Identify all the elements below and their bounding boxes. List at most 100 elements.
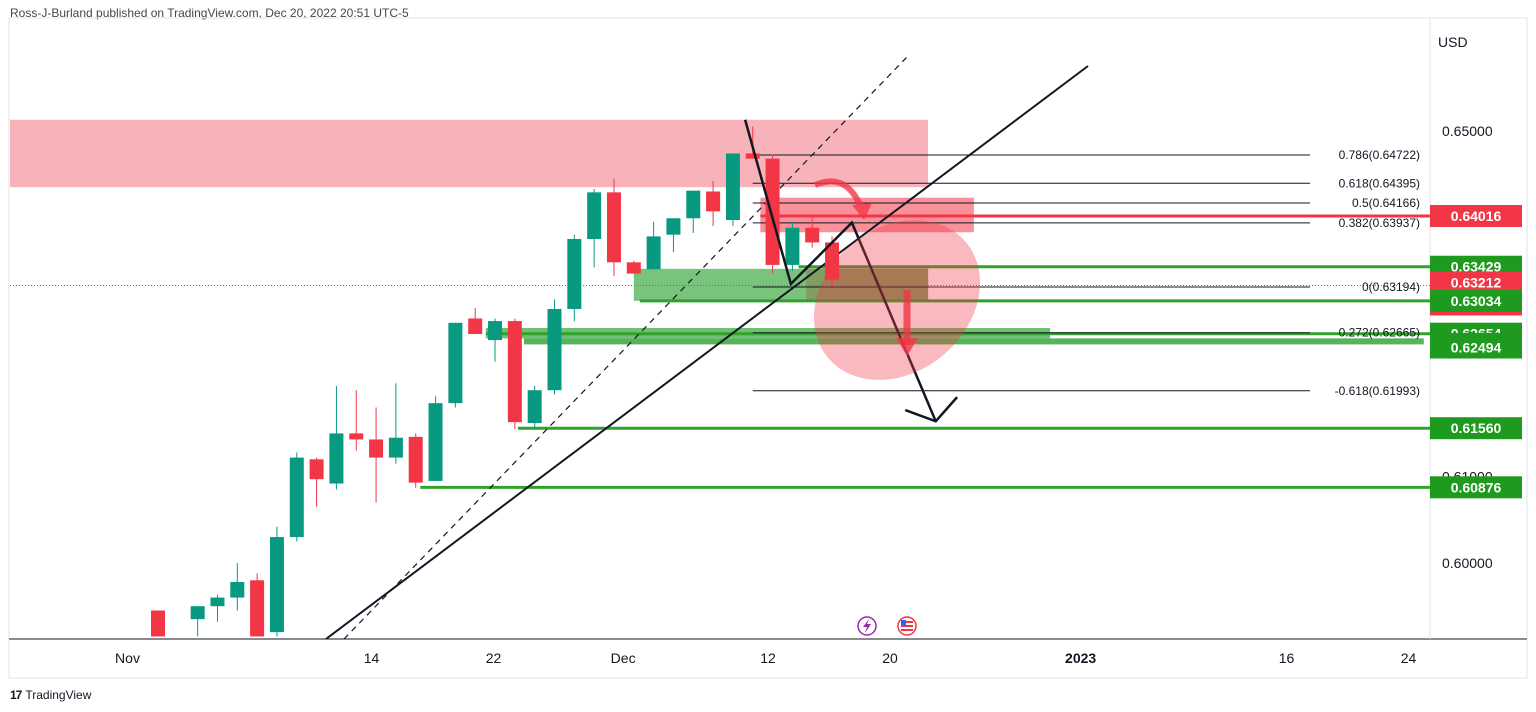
- lightning-icon[interactable]: [857, 616, 877, 636]
- fib-label: 0.272(0.62665): [1339, 326, 1420, 340]
- candle-body: [190, 606, 205, 620]
- candle-body: [825, 242, 840, 280]
- candle-body: [369, 439, 384, 458]
- candle-body: [428, 403, 443, 481]
- candle-body: [527, 390, 542, 424]
- candle: [230, 563, 245, 611]
- time-axis-tick: 20: [882, 650, 898, 666]
- channel-line: [343, 56, 908, 640]
- time-axis-tick: Nov: [115, 650, 140, 666]
- candle: [369, 407, 384, 503]
- candle-body: [210, 597, 225, 607]
- price-tag-value: 0.63429: [1451, 259, 1502, 275]
- candle: [309, 457, 324, 507]
- candle: [507, 318, 522, 430]
- candle-body: [468, 318, 483, 335]
- price-tag: 0.63034: [1430, 289, 1522, 312]
- candle-body: [745, 153, 760, 159]
- candle: [587, 188, 602, 268]
- candle-body: [230, 582, 245, 598]
- time-axis-tick: 12: [760, 650, 776, 666]
- currency-label: USD: [1438, 34, 1468, 50]
- tradingview-logo-icon: 17: [10, 688, 22, 702]
- time-axis-tick: 2023: [1065, 650, 1096, 666]
- candle-body: [547, 308, 562, 391]
- candle: [626, 260, 641, 274]
- fib-label: 0(0.63194): [1362, 280, 1420, 294]
- price-tag-value: 0.62494: [1451, 340, 1502, 356]
- candle: [547, 299, 562, 395]
- candle-body: [725, 153, 740, 220]
- candle-body: [706, 191, 721, 212]
- annotation-layer: [743, 119, 981, 423]
- candle: [468, 308, 483, 335]
- down-arrow-head: [896, 338, 918, 356]
- candle-body: [250, 580, 265, 637]
- candle: [329, 385, 344, 490]
- target-ellipse: [813, 220, 981, 380]
- candle: [210, 594, 225, 622]
- support-band-lower: [524, 338, 1424, 345]
- price-tag: 0.61560: [1430, 417, 1522, 440]
- candle-body: [567, 239, 582, 309]
- candle-body: [626, 262, 641, 274]
- publisher-header: Ross-J-Burland published on TradingView.…: [10, 6, 409, 20]
- candle: [488, 318, 503, 362]
- footer: 17 TradingView: [10, 688, 91, 702]
- fib-label: 0.786(0.64722): [1339, 148, 1420, 162]
- time-axis-tick: 16: [1279, 650, 1295, 666]
- candle: [725, 153, 740, 227]
- candle: [527, 385, 542, 430]
- candle: [250, 573, 265, 637]
- fib-retracement-layer: 0.786(0.64722) 0.618(0.64395) 0.5(0.64166)…: [752, 148, 1420, 398]
- candle: [686, 190, 701, 233]
- time-axis-tick: Dec: [611, 650, 636, 666]
- candle-body: [606, 192, 621, 263]
- price-tag-value: 0.60876: [1451, 479, 1502, 495]
- candle-body: [151, 610, 165, 637]
- trendlines-layer: [325, 56, 1089, 640]
- price-tag-bg: [1430, 336, 1522, 359]
- candle-body: [765, 158, 780, 265]
- candle-body: [587, 192, 602, 239]
- fib-label: 0.5(0.64166): [1352, 196, 1420, 210]
- candle-body: [686, 190, 701, 219]
- candle-body: [289, 457, 304, 538]
- candle-body: [388, 437, 403, 458]
- price-tag-bg: [1430, 289, 1522, 312]
- fib-label: 0.618(0.64395): [1339, 176, 1420, 190]
- price-tag: 0.64016: [1430, 205, 1522, 228]
- brand-name: TradingView: [25, 688, 92, 702]
- time-axis-tick: 24: [1401, 650, 1417, 666]
- candle: [646, 221, 661, 270]
- candle: [805, 217, 820, 248]
- price-axis-tick: 0.60000: [1442, 555, 1493, 571]
- candle: [151, 610, 165, 637]
- price-axis-tick: 0.65000: [1442, 123, 1493, 139]
- candles-layer: [151, 126, 840, 637]
- zones-layer: [10, 119, 1430, 489]
- candle-body: [329, 433, 344, 484]
- candle: [428, 396, 443, 481]
- time-axis: Nov 14 22 Dec 12 20 2023 16 24: [115, 650, 1416, 666]
- price-tag: 0.60876: [1430, 476, 1522, 499]
- candle-body: [666, 218, 681, 235]
- price-tag-bg: [1430, 476, 1522, 499]
- price-tag-bg: [1430, 417, 1522, 440]
- candle-body: [408, 436, 423, 483]
- candle: [349, 390, 364, 451]
- candle: [825, 236, 840, 287]
- candle-body: [309, 459, 324, 480]
- time-axis-tick: 14: [364, 650, 380, 666]
- candle-body: [507, 321, 522, 423]
- us-flag-icon[interactable]: [897, 616, 917, 636]
- candle-body: [269, 537, 284, 633]
- candle-body: [448, 322, 463, 404]
- candle: [785, 221, 800, 271]
- uptrend-line: [325, 65, 1089, 640]
- candle: [666, 218, 681, 252]
- candle-body: [646, 236, 661, 270]
- candle: [448, 322, 463, 408]
- curved-arrow: [813, 178, 863, 207]
